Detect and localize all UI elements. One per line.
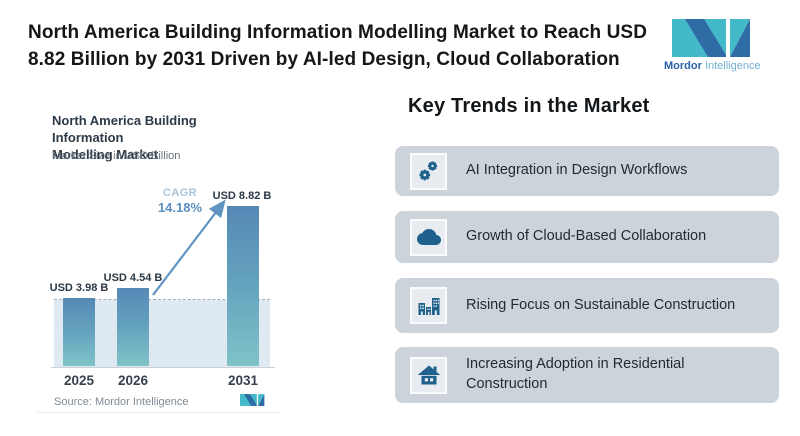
- trend-icon-box: [410, 218, 447, 256]
- market-chart-card: North America Building Information Model…: [37, 105, 280, 413]
- bar-2031: [227, 206, 259, 366]
- trend-label: Rising Focus on Sustainable Construction: [466, 296, 736, 313]
- mordor-intelligence-logo: Mordor Intelligence: [664, 19, 761, 72]
- brand-name-light: Intelligence: [701, 60, 761, 72]
- page-title-line-2: 8.82 Billion by 2031 Driven by AI-led De…: [28, 48, 620, 70]
- gears-icon: [418, 161, 437, 181]
- x-axis-line: [51, 367, 275, 368]
- trend-icon-box: [410, 356, 447, 394]
- mordor-logo-icon: [672, 19, 750, 57]
- trend-icon-box: [410, 287, 447, 324]
- trend-label: Growth of Cloud-Based Collaboration: [466, 228, 707, 245]
- trend-icon-box: [410, 152, 447, 190]
- trend-row-sustainable-construction: Rising Focus on Sustainable Construction: [395, 278, 779, 333]
- cagr-value: 14.18%: [157, 200, 203, 216]
- brand-wordmark: Mordor Intelligence: [664, 60, 761, 72]
- growth-arrow-icon: [152, 199, 226, 296]
- trend-label: Increasing Adoption in Residential Const…: [466, 356, 685, 392]
- bar-value-label-2031: USD 8.82 B: [212, 190, 272, 202]
- chart-title: North America Building Information Model…: [52, 113, 267, 164]
- chart-dashed-reference-line: [54, 299, 270, 300]
- page-title: North America Building Information Model…: [28, 20, 660, 74]
- chart-title-line-1: North America Building Information: [52, 113, 197, 145]
- bar-value-label-2025: USD 3.98 B: [49, 282, 109, 294]
- house-icon: [417, 365, 440, 385]
- source-note: Source: Mordor Intelligence: [54, 396, 189, 408]
- trend-row-residential-construction: Increasing Adoption in Residential Const…: [395, 347, 779, 403]
- cagr-annotation: CAGR 14.18%: [147, 187, 213, 216]
- trends-heading: Key Trends in the Market: [408, 95, 650, 117]
- trend-row-ai-integration: AI Integration in Design Workflows: [395, 146, 779, 196]
- chart-title-line-2: Modelling Market: [52, 146, 159, 162]
- x-tick-2026: 2026: [117, 373, 149, 388]
- trend-label: AI Integration in Design Workflows: [466, 162, 688, 179]
- x-tick-2031: 2031: [227, 373, 259, 388]
- page-title-line-1: North America Building Information Model…: [28, 22, 648, 43]
- trend-row-cloud-collaboration: Growth of Cloud-Based Collaboration: [395, 211, 779, 263]
- cagr-label: CAGR: [163, 187, 197, 199]
- mordor-mini-logo-icon: [240, 394, 265, 406]
- bar-2025: [63, 298, 95, 366]
- cloud-icon: [416, 229, 441, 245]
- bar-value-label-2026: USD 4.54 B: [103, 272, 163, 284]
- buildings-icon: [418, 297, 439, 315]
- bar-2026: [117, 288, 149, 366]
- chart-subtitle: Market Size in USD Billion: [52, 150, 181, 162]
- brand-name-bold: Mordor: [664, 60, 702, 72]
- x-tick-2025: 2025: [63, 373, 95, 388]
